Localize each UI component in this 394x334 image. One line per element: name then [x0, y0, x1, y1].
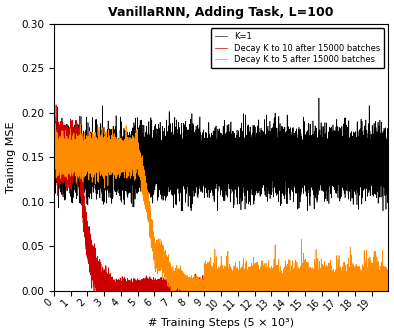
K=1: [179, 209, 184, 213]
Decay K to 5 after 15000 batches: [364, 284, 369, 288]
Decay K to 5 after 15000 batches: [169, 289, 173, 293]
Title: VanillaRNN, Adding Task, L=100: VanillaRNN, Adding Task, L=100: [108, 6, 334, 19]
K=1: [266, 155, 271, 159]
X-axis label: # Training Steps (5 × 10³): # Training Steps (5 × 10³): [148, 318, 294, 328]
Decay K to 10 after 15000 batches: [92, 289, 97, 293]
Decay K to 5 after 15000 batches: [52, 22, 56, 26]
Line: Decay K to 10 after 15000 batches: Decay K to 10 after 15000 batches: [54, 24, 388, 291]
Decay K to 5 after 15000 batches: [291, 285, 296, 289]
K=1: [52, 22, 56, 26]
Decay K to 5 after 15000 batches: [254, 289, 258, 293]
Decay K to 10 after 15000 batches: [210, 289, 215, 293]
Decay K to 10 after 15000 batches: [52, 22, 56, 26]
Decay K to 10 after 15000 batches: [266, 284, 271, 288]
K=1: [364, 174, 369, 178]
K=1: [254, 141, 258, 145]
Decay K to 10 after 15000 batches: [254, 284, 258, 288]
Decay K to 10 after 15000 batches: [291, 286, 296, 290]
Line: Decay K to 5 after 15000 batches: Decay K to 5 after 15000 batches: [54, 24, 388, 291]
Decay K to 10 after 15000 batches: [364, 289, 369, 293]
Decay K to 10 after 15000 batches: [386, 287, 391, 291]
Y-axis label: Training MSE: Training MSE: [6, 122, 15, 193]
Legend: K=1, Decay K to 10 after 15000 batches, Decay K to 5 after 15000 batches: K=1, Decay K to 10 after 15000 batches, …: [210, 28, 384, 68]
Decay K to 5 after 15000 batches: [266, 289, 271, 293]
K=1: [135, 152, 140, 156]
Decay K to 10 after 15000 batches: [135, 284, 140, 288]
K=1: [291, 167, 296, 171]
Decay K to 5 after 15000 batches: [135, 145, 140, 149]
Line: K=1: K=1: [54, 24, 388, 211]
K=1: [210, 154, 215, 158]
K=1: [386, 183, 391, 187]
Decay K to 5 after 15000 batches: [386, 279, 391, 283]
Decay K to 5 after 15000 batches: [210, 280, 215, 284]
